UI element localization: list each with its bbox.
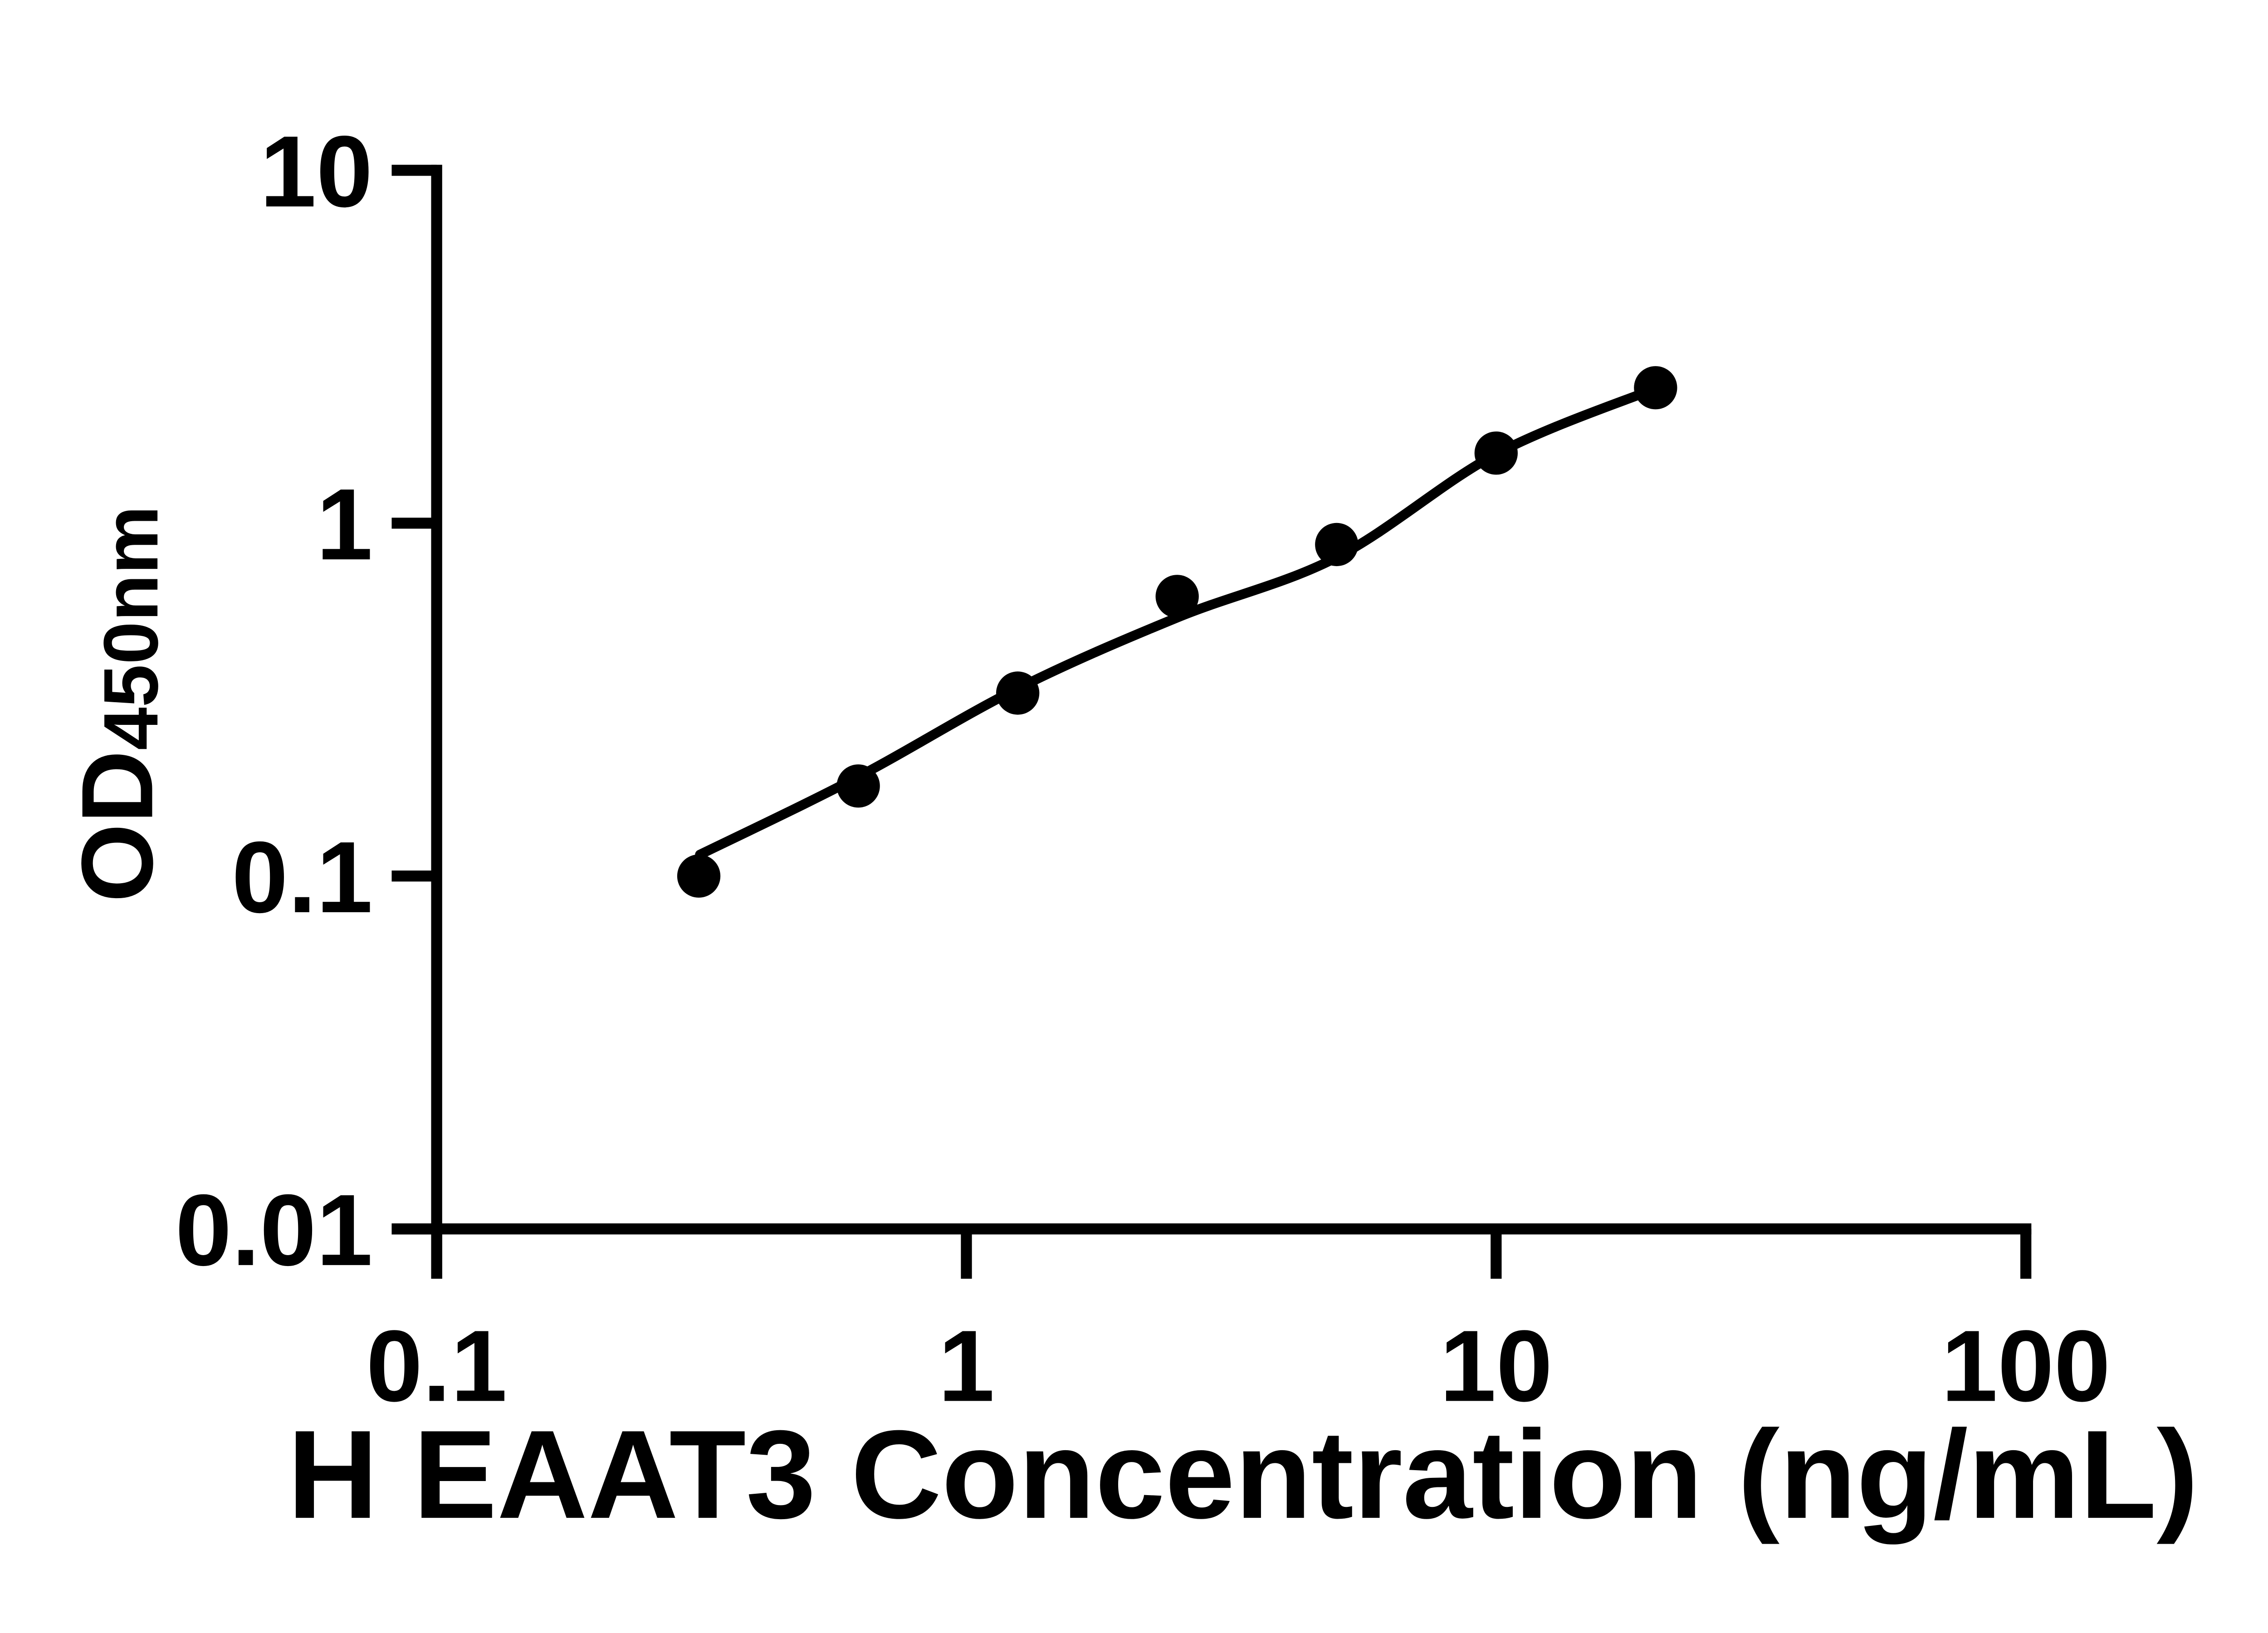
data-point bbox=[1634, 366, 1677, 410]
x-tick-label: 10 bbox=[1440, 1310, 1553, 1423]
y-tick-label: 0.01 bbox=[175, 1174, 372, 1287]
y-tick-label: 1 bbox=[316, 468, 372, 581]
x-tick-label: 1 bbox=[938, 1310, 994, 1423]
data-point bbox=[836, 764, 880, 808]
data-point bbox=[1155, 575, 1199, 618]
y-tick-label: 10 bbox=[260, 115, 373, 228]
x-tick-label: 0.1 bbox=[366, 1310, 507, 1423]
data-point bbox=[1315, 523, 1359, 567]
data-point bbox=[677, 854, 721, 898]
y-axis-title: OD450nm bbox=[61, 506, 174, 903]
data-point bbox=[996, 671, 1040, 715]
y-axis-title-subscript: 450nm bbox=[88, 506, 174, 750]
y-axis-title-main: OD bbox=[61, 750, 174, 902]
data-point bbox=[1474, 431, 1518, 475]
y-tick-label: 0.1 bbox=[232, 821, 373, 934]
x-tick-label: 100 bbox=[1941, 1310, 2111, 1423]
x-axis-title: H EAAT3 Concentration (ng/mL) bbox=[288, 1404, 2199, 1545]
